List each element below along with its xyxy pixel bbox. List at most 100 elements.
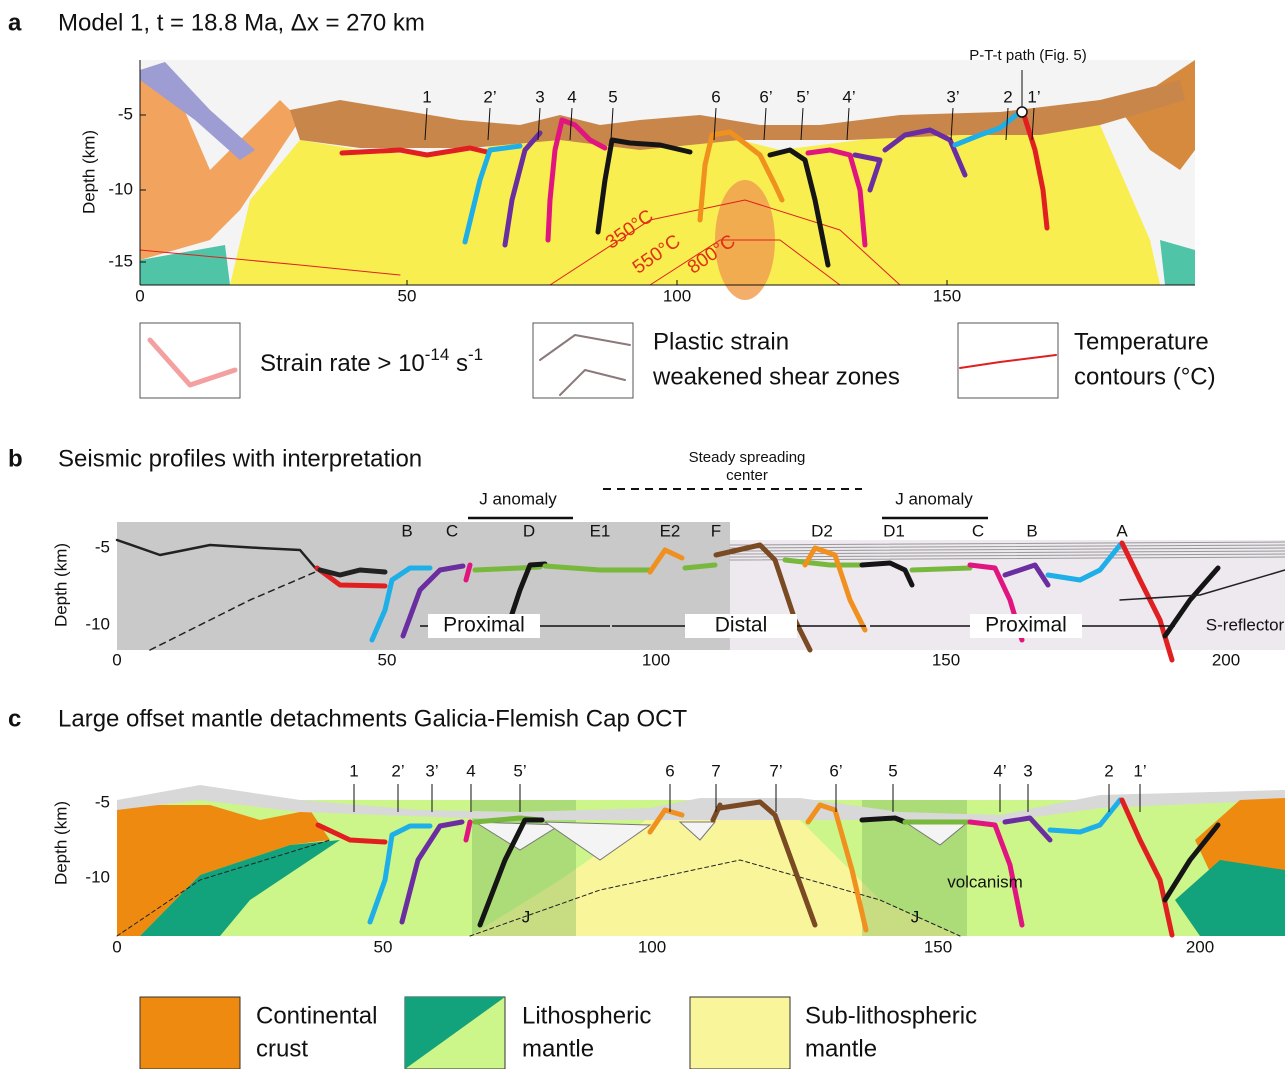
fault-line [685, 565, 715, 568]
panel-title: Large offset mantle detachments Galicia-… [58, 705, 687, 732]
x-tick-label: 50 [374, 937, 393, 956]
fault-label: 2’ [483, 87, 496, 106]
profile-label: D2 [811, 521, 833, 540]
fault-label: 3 [535, 87, 544, 106]
legend-swatch [690, 997, 790, 1069]
fault-label: 3’ [946, 87, 959, 106]
fault-label: 2 [1003, 87, 1012, 106]
reflector-label: S-reflector [1206, 615, 1285, 634]
fault-label: 5 [888, 761, 897, 780]
legend-text: Strain rate > 10-14 s-1 [260, 345, 483, 377]
x-tick-label: 0 [135, 286, 144, 305]
y-tick-label: -10 [85, 614, 110, 633]
legend-text: Sub-lithospheric [805, 1002, 977, 1029]
x-tick-label: 150 [924, 937, 952, 956]
legend-text-part: -1 [468, 345, 483, 364]
panel-title: Seismic profiles with interpretation [58, 445, 422, 472]
panel-title: Model 1, t = 18.8 Ma, Δx = 270 km [58, 9, 425, 36]
profile-label: B [401, 521, 412, 540]
fault-label: 5 [608, 87, 617, 106]
fault-label: 1 [349, 761, 358, 780]
x-tick-label: 200 [1212, 650, 1240, 669]
x-tick-label: 0 [112, 937, 121, 956]
legend-text-part: Strain rate > 10 [260, 350, 425, 377]
fault-label: 1’ [1027, 87, 1040, 106]
fault-label: 2’ [391, 761, 404, 780]
fault-label: 6’ [759, 87, 772, 106]
legend-text: Lithospheric [522, 1002, 651, 1029]
y-axis-label: Depth (km) [79, 130, 98, 214]
legend-text: mantle [805, 1035, 877, 1062]
profile-label: E1 [590, 521, 611, 540]
page: Figure {"panels":[ {"label":"a","title":… [0, 0, 1285, 1069]
panel-label: c [8, 705, 21, 732]
anomaly-label: J [522, 907, 531, 926]
legend-text: Continental [256, 1002, 377, 1029]
profile-label: B [1026, 521, 1037, 540]
y-axis-label: Depth (km) [51, 801, 70, 885]
y-axis-label: Depth (km) [51, 543, 70, 627]
x-tick-label: 50 [378, 650, 397, 669]
y-tick-label: -10 [108, 179, 133, 198]
y-tick-label: -5 [118, 104, 133, 123]
profile-label: C [972, 521, 984, 540]
legend-text: contours (°C) [1074, 363, 1216, 390]
fault-label: 4’ [993, 761, 1006, 780]
fault-label: 5’ [796, 87, 809, 106]
y-tick-label: -5 [95, 792, 110, 811]
fault-label: 5’ [513, 761, 526, 780]
legend-text-part: -14 [425, 345, 450, 364]
legend-swatch [140, 997, 240, 1069]
annotation: volcanism [947, 872, 1023, 891]
fault-line [912, 568, 970, 570]
x-tick-label: 150 [932, 650, 960, 669]
fault-label: 6 [665, 761, 674, 780]
profile-label: D [523, 521, 535, 540]
legend-text: Temperature [1074, 328, 1209, 355]
fault-label: 3’ [425, 761, 438, 780]
x-tick-label: 150 [933, 286, 961, 305]
x-tick-label: 50 [398, 286, 417, 305]
fault-label: 7 [711, 761, 720, 780]
fault-label: 6’ [829, 761, 842, 780]
profile-label: A [1116, 521, 1128, 540]
x-tick-label: 100 [663, 286, 691, 305]
fault-label: 1 [422, 87, 431, 106]
fault-label: 1’ [1133, 761, 1146, 780]
y-tick-label: -15 [108, 251, 133, 270]
fault-label: 4 [567, 87, 576, 106]
fault-label: 7’ [769, 761, 782, 780]
legend-text: Plastic strain [653, 328, 789, 355]
profile-label: C [446, 521, 458, 540]
panel-label: b [8, 445, 23, 472]
fault-label: 2 [1104, 761, 1113, 780]
fault-label: 3 [1023, 761, 1032, 780]
domain-label: Proximal [443, 614, 525, 637]
fault-label: 6 [711, 87, 720, 106]
body: a Model 1, t = 18.8 Ma, Δx = 270 km P-T-t … [0, 0, 1285, 1069]
legend-swatch [533, 323, 633, 398]
legend-text: weakened shear zones [652, 363, 900, 390]
ptt-marker [1017, 107, 1027, 117]
fault-label: 4’ [842, 87, 855, 106]
anomaly-label: J [911, 907, 920, 926]
annotation: P-T-t path (Fig. 5) [969, 47, 1087, 64]
profile-label: F [711, 521, 721, 540]
annotation: Steady spreading [689, 449, 806, 466]
domain-label: Distal [715, 614, 768, 637]
profile-label: E2 [660, 521, 681, 540]
x-tick-label: 100 [638, 937, 666, 956]
legend-text-part: s [449, 350, 468, 377]
annotation: center [726, 467, 768, 484]
domain-label: Proximal [985, 614, 1067, 637]
x-tick-label: 100 [642, 650, 670, 669]
legend-text: mantle [522, 1035, 594, 1062]
fault-label: 4 [466, 761, 475, 780]
figure: a Model 1, t = 18.8 Ma, Δx = 270 km P-T-t … [0, 0, 1285, 1069]
panel-label: a [8, 9, 22, 36]
y-tick-label: -10 [85, 867, 110, 886]
x-tick-label: 0 [112, 650, 121, 669]
y-tick-label: -5 [95, 537, 110, 556]
anomaly-label: J anomaly [895, 489, 973, 508]
anomaly-label: J anomaly [479, 489, 557, 508]
